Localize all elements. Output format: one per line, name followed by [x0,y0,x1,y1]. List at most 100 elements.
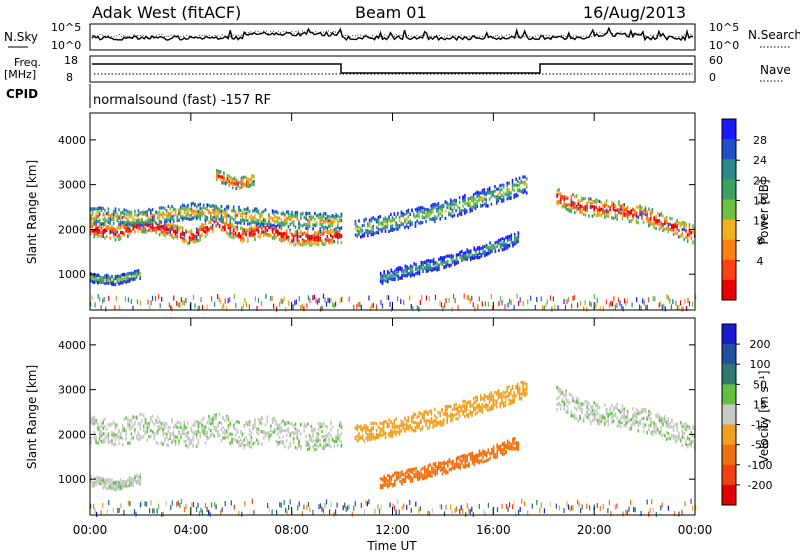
data-cell-band-0 [284,238,286,242]
data-cell-band-1 [474,412,477,416]
data-cell-band-2 [483,202,486,206]
data-cell-band-2 [478,461,481,465]
data-cell-band-0 [201,233,203,237]
data-cell-band-0 [261,417,263,421]
data-cell-band-0 [255,430,258,434]
data-cell-band-2 [379,215,381,219]
data-cell-band-0 [303,422,306,426]
data-cell-band-1 [483,404,486,408]
data-cell-band-4 [593,207,595,211]
data-cell-band-4 [559,201,562,205]
data-cell-band-1 [467,415,470,419]
data-cell-band-0 [174,424,177,428]
data-cell-band-1 [315,214,318,218]
data-cell-band-0 [95,222,97,226]
data-cell-band-5 [105,273,108,277]
data-cell-band-1 [220,204,223,209]
data-cell-floor [608,302,610,308]
data-cell-band-1 [388,431,390,436]
data-cell-band-1 [127,217,129,221]
data-cell-band-1 [158,216,161,220]
data-cell-band-3 [462,257,465,261]
data-cell-band-2 [428,217,431,221]
data-cell-band-2 [525,177,528,181]
data-cell-floor [381,303,384,309]
data-cell-band-4 [644,212,647,216]
data-cell-band-1 [382,430,385,434]
data-cell-band-1 [172,218,175,222]
data-cell-band-1 [458,410,461,414]
data-cell-band-1 [284,212,286,217]
data-cell-band-4 [674,231,677,235]
data-cell-floor [675,300,677,306]
data-cell-band-1 [400,423,403,427]
data-cell-band-2 [473,463,475,467]
data-cell-floor [590,302,592,308]
data-cell-band-0 [294,233,297,237]
data-cell-band-3 [510,237,513,241]
data-cell-band-0 [271,420,274,424]
data-cell-band-0 [116,234,119,239]
data-cell-band-4 [683,220,685,224]
data-cell-band-0 [116,423,119,427]
data-cell-band-0 [307,441,309,445]
data-cell-band-1 [453,407,456,411]
data-cell-band-6 [231,186,234,190]
data-cell-band-0 [273,227,276,231]
data-cell-band-1 [180,215,182,219]
data-cell-band-4 [588,214,590,218]
data-cell-band-2 [407,210,410,214]
data-cell-band-1 [150,215,152,219]
data-cell-band-0 [130,229,133,233]
data-cell-band-1 [331,224,334,228]
data-cell-band-4 [581,205,583,209]
data-cell-band-3 [425,264,428,269]
colorbar-segment [722,179,736,200]
data-cell-floor [648,297,650,303]
data-cell-band-0 [337,240,339,244]
data-cell-band-0 [127,226,129,230]
data-cell-band-2 [471,458,474,462]
data-cell-band-0 [250,233,253,237]
data-cell-band-1 [197,203,200,207]
data-cell-band-3 [417,271,419,275]
data-cell-band-1 [187,203,189,207]
data-cell-band-1 [151,219,154,223]
data-cell-band-0 [188,440,191,445]
data-cell-band-2 [474,191,477,195]
data-cell-band-2 [524,182,526,186]
data-cell-band-1 [222,218,224,222]
data-cell-band-0 [328,439,330,443]
data-cell-band-2 [518,181,521,185]
data-cell-band-2 [474,207,477,211]
data-cell-band-0 [261,230,263,234]
data-cell-band-1 [465,401,468,405]
data-cell-band-2 [454,463,456,468]
data-cell-band-0 [292,234,295,238]
data-cell-band-3 [485,243,488,248]
data-cell-band-1 [448,414,450,418]
data-cell-floor [327,297,329,303]
data-cell-band-2 [461,461,463,465]
data-cell-band-0 [222,436,224,440]
data-cell-band-1 [167,218,170,222]
data-cell-band-1 [504,403,507,407]
data-cell-floor [681,306,683,312]
data-cell-band-0 [164,228,166,232]
data-cell-band-4 [591,205,594,209]
data-cell-band-0 [273,233,276,237]
data-cell-band-2 [508,193,510,197]
data-cell-band-2 [383,482,385,486]
data-cell-band-0 [261,421,263,425]
data-cell-floor [620,304,623,309]
data-cell-band-4 [658,227,661,231]
data-cell-band-2 [455,457,458,462]
data-cell-band-0 [275,235,277,239]
data-cell-band-1 [488,406,491,410]
data-cell-band-1 [391,422,394,426]
data-cell-band-0 [215,429,217,433]
data-cell-band-5 [118,274,120,278]
data-cell-band-0 [317,230,320,234]
data-cell-band-1 [137,213,140,217]
data-cell-band-2 [459,455,461,459]
